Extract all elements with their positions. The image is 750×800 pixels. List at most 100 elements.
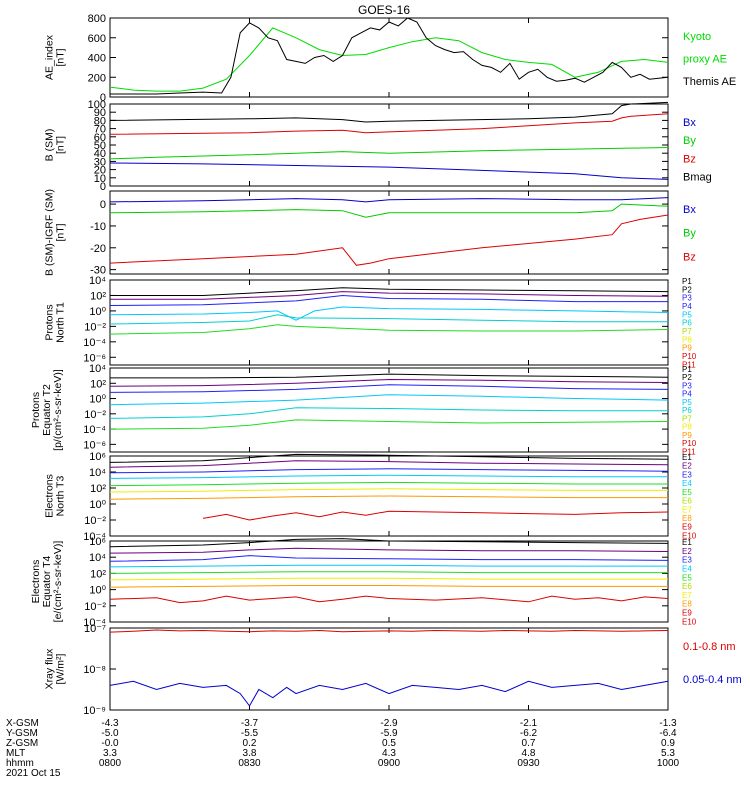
y-tick-label: 10⁴ bbox=[89, 552, 106, 564]
series-bx bbox=[109, 197, 669, 203]
legend-item: Themis AE bbox=[683, 76, 736, 88]
series-e5 bbox=[109, 571, 668, 574]
y-tick-label: 400 bbox=[88, 53, 106, 65]
legend-item: proxy AE bbox=[683, 54, 727, 66]
y-axis-label: Xray flux bbox=[44, 648, 56, 690]
y-tick-label: 40 bbox=[94, 148, 106, 160]
legend-item: Bx bbox=[683, 117, 696, 129]
legend-item: P3 bbox=[682, 381, 692, 390]
legend-item: E9 bbox=[682, 523, 692, 532]
y-tick-label: 10 bbox=[94, 173, 106, 185]
y-tick-label: 80 bbox=[94, 115, 106, 127]
series-e4 bbox=[109, 564, 668, 568]
legend-item: E1 bbox=[682, 538, 692, 547]
legend-item: E3 bbox=[682, 470, 692, 479]
legend-item: E6 bbox=[682, 582, 692, 591]
series-p7 bbox=[109, 419, 669, 430]
series-by bbox=[109, 203, 669, 218]
x-tick-label: -3.7 bbox=[241, 718, 259, 729]
y-tick-label: 0 bbox=[100, 92, 106, 104]
series-p5 bbox=[109, 394, 669, 406]
x-tick-label: -5.0 bbox=[101, 728, 119, 739]
series-themis-ae bbox=[110, 17, 669, 95]
x-row-label: X-GSM bbox=[6, 718, 39, 729]
legend-item: E10 bbox=[682, 617, 697, 626]
legend-item: E4 bbox=[682, 564, 692, 573]
series-e2 bbox=[109, 547, 669, 554]
y-axis-label: Electrons bbox=[30, 560, 42, 604]
y-tick-label: 10⁴ bbox=[89, 363, 106, 375]
legend-item: E2 bbox=[682, 462, 692, 471]
plot-frame bbox=[109, 190, 669, 275]
y-tick-label: 10⁻⁴ bbox=[83, 617, 106, 629]
legend-item: P9 bbox=[682, 431, 692, 440]
y-tick-label: 200 bbox=[88, 72, 106, 84]
series-by bbox=[109, 147, 669, 160]
legend-item: P6 bbox=[682, 406, 692, 415]
y-axis-label: [W/m²] bbox=[55, 653, 67, 684]
y-tick-label: 10⁰ bbox=[89, 585, 106, 597]
y-tick-label: 10⁻⁶ bbox=[83, 352, 106, 364]
legend-item: 0.05-0.4 nm bbox=[683, 674, 742, 686]
y-tick-label: 60 bbox=[94, 132, 106, 144]
x-tick-label: -2.1 bbox=[520, 718, 538, 729]
series-e1 bbox=[109, 453, 669, 463]
y-tick-label: 100 bbox=[88, 99, 106, 111]
y-tick-label: 10⁶ bbox=[89, 536, 106, 548]
series-e3 bbox=[109, 555, 669, 562]
legend-item: E4 bbox=[682, 479, 692, 488]
legend-item: P6 bbox=[682, 319, 692, 328]
x-tick-label: 3.8 bbox=[243, 748, 257, 759]
x-row-label: Z-GSM bbox=[6, 738, 38, 749]
y-axis-label: [nT] bbox=[55, 136, 67, 154]
y-tick-label: -20 bbox=[90, 243, 106, 255]
legend-item: P10 bbox=[682, 439, 697, 448]
x-tick-label: 0830 bbox=[238, 758, 261, 769]
series-p6 bbox=[109, 407, 668, 419]
x-tick-label: -0.0 bbox=[101, 738, 119, 749]
legend-item: P3 bbox=[682, 294, 692, 303]
legend-item: P7 bbox=[682, 414, 692, 423]
legend-item: P8 bbox=[682, 423, 692, 432]
legend-item: By bbox=[683, 135, 696, 147]
y-axis-label: B (SM)-IGRF (SM) bbox=[44, 189, 56, 276]
legend-item: E2 bbox=[682, 547, 692, 556]
panel-7: 10⁶ 10⁴ 10² 10⁰ 10⁻² 10⁻⁴ Electrons Equator T4[… bbox=[30, 536, 697, 629]
series-e9 bbox=[109, 595, 669, 604]
x-tick-label: -5.9 bbox=[380, 728, 398, 739]
x-row-label: hhmm bbox=[6, 758, 34, 769]
y-tick-label: 10⁴ bbox=[89, 275, 106, 287]
y-tick-label: -10 bbox=[90, 221, 106, 233]
plot-frame bbox=[109, 540, 669, 623]
y-tick-label: 10⁻² bbox=[84, 409, 106, 421]
x-tick-label: -6.4 bbox=[659, 728, 677, 739]
legend-item: P2 bbox=[682, 373, 692, 382]
legend-item: E7 bbox=[682, 591, 692, 600]
legend-item: E6 bbox=[682, 497, 692, 506]
y-tick-label: 10⁻⁸ bbox=[83, 664, 106, 676]
series-0-1-0-8-nm bbox=[109, 629, 669, 633]
y-tick-label: 0 bbox=[100, 181, 106, 193]
y-tick-label: 10⁰ bbox=[89, 394, 106, 406]
series-bmag bbox=[109, 101, 669, 123]
y-tick-label: 10⁻⁴ bbox=[83, 531, 106, 543]
x-tick-label: -1.3 bbox=[659, 718, 677, 729]
y-tick-label: 70 bbox=[94, 124, 106, 136]
y-tick-label: 10⁻⁹ bbox=[83, 705, 106, 717]
legend-item: E7 bbox=[682, 505, 692, 514]
legend-item: P5 bbox=[682, 398, 692, 407]
series-p3 bbox=[109, 384, 669, 393]
y-tick-label: 10⁻⁶ bbox=[83, 439, 106, 451]
plot-frame bbox=[109, 627, 669, 711]
legend-item: P4 bbox=[682, 302, 692, 311]
legend-item: Kyoto bbox=[683, 31, 711, 43]
legend-item: E5 bbox=[682, 488, 692, 497]
panel-5: 10⁴ 10² 10⁰ 10⁻² 10⁻⁴ 10⁻⁶ Protons Equator T2 [p… bbox=[30, 363, 697, 456]
legend-item: E10 bbox=[682, 531, 697, 540]
y-tick-label: 90 bbox=[94, 107, 106, 119]
series-e2 bbox=[109, 460, 669, 468]
